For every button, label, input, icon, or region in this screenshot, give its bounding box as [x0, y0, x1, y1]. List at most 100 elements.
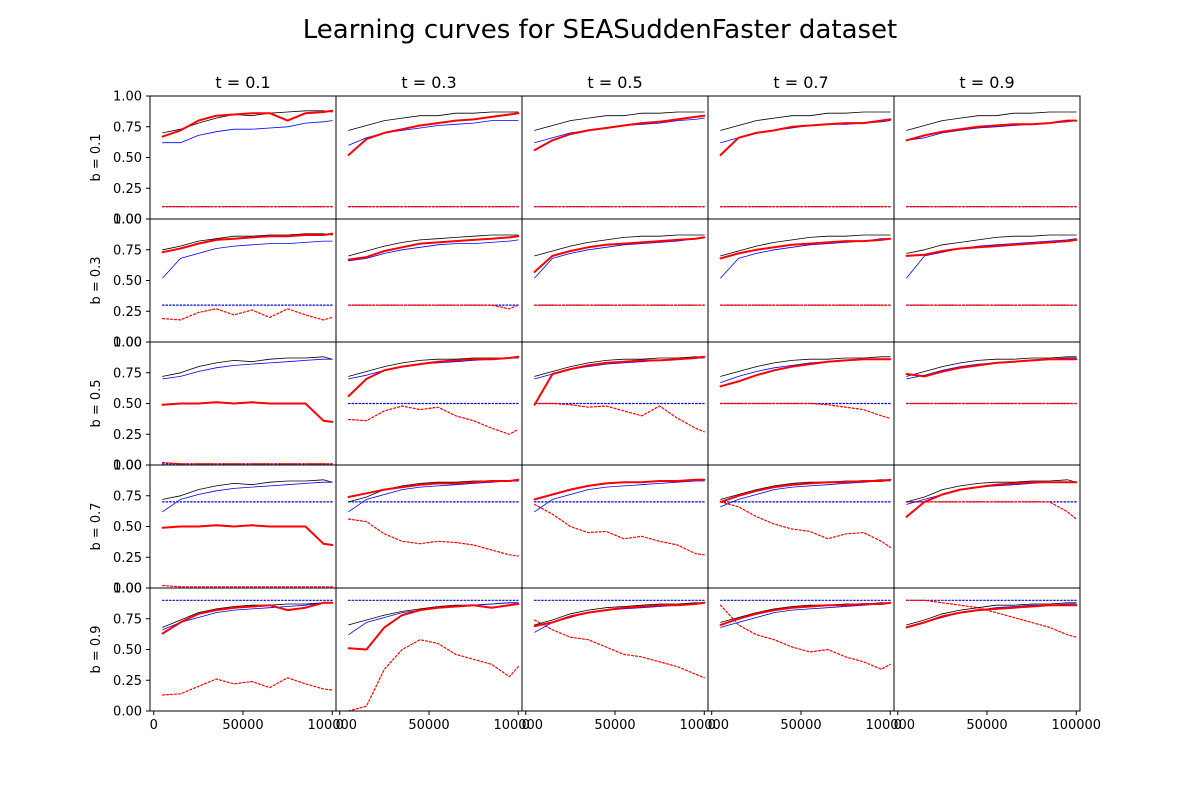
panel-frame	[335, 95, 523, 220]
series-line-red	[905, 238, 1078, 257]
series-line-red	[347, 112, 520, 156]
series-line-red-dotted	[533, 503, 705, 556]
series-line-red-dotted	[533, 402, 705, 433]
series-line-red	[533, 236, 706, 273]
series-line-black	[720, 356, 891, 377]
panel-frame	[707, 95, 895, 220]
series-line-blue	[906, 357, 1077, 380]
y-tick-label: 0.00	[113, 336, 142, 351]
panel-r4-c3	[521, 464, 709, 589]
panel-r1-c4: t = 0.7	[707, 73, 895, 220]
x-tick-label: 100000	[679, 718, 729, 733]
panel-r5-c5: 0 50000 100000	[893, 587, 1101, 733]
series-line-blue	[162, 602, 333, 631]
y-tick-label: 0.75	[113, 366, 142, 381]
series-line-red	[347, 235, 520, 261]
panel-lines	[719, 234, 892, 306]
x-tick-label: 100000	[307, 718, 357, 733]
y-tick-label: 0.25	[113, 428, 142, 443]
row-label: b = 0.3	[89, 256, 104, 304]
series-line-red	[905, 604, 1078, 629]
panel-lines	[161, 479, 334, 588]
x-tick-label: 100000	[493, 718, 543, 733]
y-tick-label: 1.00	[113, 582, 142, 597]
y-tick-label: 0.50	[113, 397, 142, 412]
panel-lines	[161, 109, 334, 208]
series-line-red-dotted	[905, 599, 1077, 638]
series-line-red-dotted	[533, 619, 705, 679]
series-line-red	[347, 603, 520, 651]
series-line-blue	[162, 120, 333, 144]
panel-lines	[719, 111, 892, 208]
series-line-red-dotted	[905, 501, 1077, 520]
x-tick-label: 100000	[1051, 718, 1101, 733]
y-tick-label: 0.50	[113, 274, 142, 289]
series-line-red-dotted	[162, 677, 333, 696]
series-line-red-dotted	[348, 304, 519, 310]
panel-frame	[893, 464, 1081, 589]
series-line-red-dotted	[719, 501, 891, 549]
panel-lines	[719, 599, 892, 670]
series-line-red-dotted	[348, 518, 519, 557]
row-label: b = 0.9	[89, 625, 104, 673]
y-tick-label: 0.25	[113, 674, 142, 689]
x-tick-label: 0	[522, 718, 530, 733]
figure-title: Learning curves for SEASuddenFaster data…	[303, 15, 897, 45]
x-tick-label: 50000	[408, 718, 449, 733]
y-tick-label: 1.00	[113, 213, 142, 228]
series-line-black	[534, 234, 705, 257]
series-line-red	[533, 355, 706, 406]
y-tick-label: 0.25	[113, 551, 142, 566]
series-line-blue	[162, 240, 333, 279]
panel-frame	[521, 587, 709, 712]
series-line-black	[162, 356, 333, 377]
series-line-red	[161, 601, 334, 635]
panel-r5-c2: 0 50000 100000	[335, 587, 543, 733]
series-line-black	[906, 602, 1077, 626]
y-tick-label: 0.75	[113, 489, 142, 504]
panel-r4-c5	[893, 464, 1081, 589]
series-line-red-dotted	[162, 308, 333, 321]
panel-lines	[347, 111, 520, 208]
panel-r3-c3	[521, 341, 709, 466]
panel-r3-c4	[707, 341, 895, 466]
series-line-red-dotted	[719, 402, 891, 419]
panel-r3-c1: 0.00 0.25 0.50 0.75 1.00 b = 0.5	[89, 336, 337, 474]
x-tick-label: 0	[894, 718, 902, 733]
panel-r2-c4	[707, 218, 895, 343]
series-line-black	[348, 111, 519, 131]
series-line-red	[533, 114, 706, 152]
y-tick-label: 1.00	[113, 90, 142, 105]
series-line-black	[348, 602, 519, 626]
panel-r4-c4	[707, 464, 895, 589]
series-line-red	[161, 401, 334, 423]
series-line-black	[906, 234, 1077, 254]
y-tick-label: 0.75	[113, 243, 142, 258]
panel-frame	[335, 218, 523, 343]
row-label: b = 0.5	[89, 379, 104, 427]
panel-frame	[893, 95, 1081, 220]
series-line-red-dotted	[719, 604, 891, 670]
series-line-blue	[534, 117, 705, 144]
series-line-black	[348, 357, 519, 377]
panel-frame	[521, 95, 709, 220]
panel-r1-c5: t = 0.9	[893, 73, 1081, 220]
panel-lines	[905, 356, 1078, 405]
series-line-black	[534, 602, 705, 626]
panel-lines	[905, 111, 1078, 208]
series-line-red	[161, 232, 334, 254]
series-line-red	[719, 237, 892, 260]
y-tick-label: 0.00	[113, 705, 142, 720]
panel-lines	[161, 599, 334, 696]
x-tick-label: 0	[708, 718, 716, 733]
series-line-red-dotted	[348, 639, 519, 711]
panel-lines	[533, 355, 706, 433]
y-tick-label: 0.50	[113, 151, 142, 166]
series-line-red	[905, 481, 1078, 518]
series-line-red	[161, 109, 334, 138]
row-label: b = 0.1	[89, 133, 104, 181]
series-line-blue	[348, 239, 519, 262]
series-line-red	[533, 478, 706, 501]
panel-grid: t = 0.10.000.250.500.751.00b = 0.1t = 0.…	[89, 73, 1101, 733]
